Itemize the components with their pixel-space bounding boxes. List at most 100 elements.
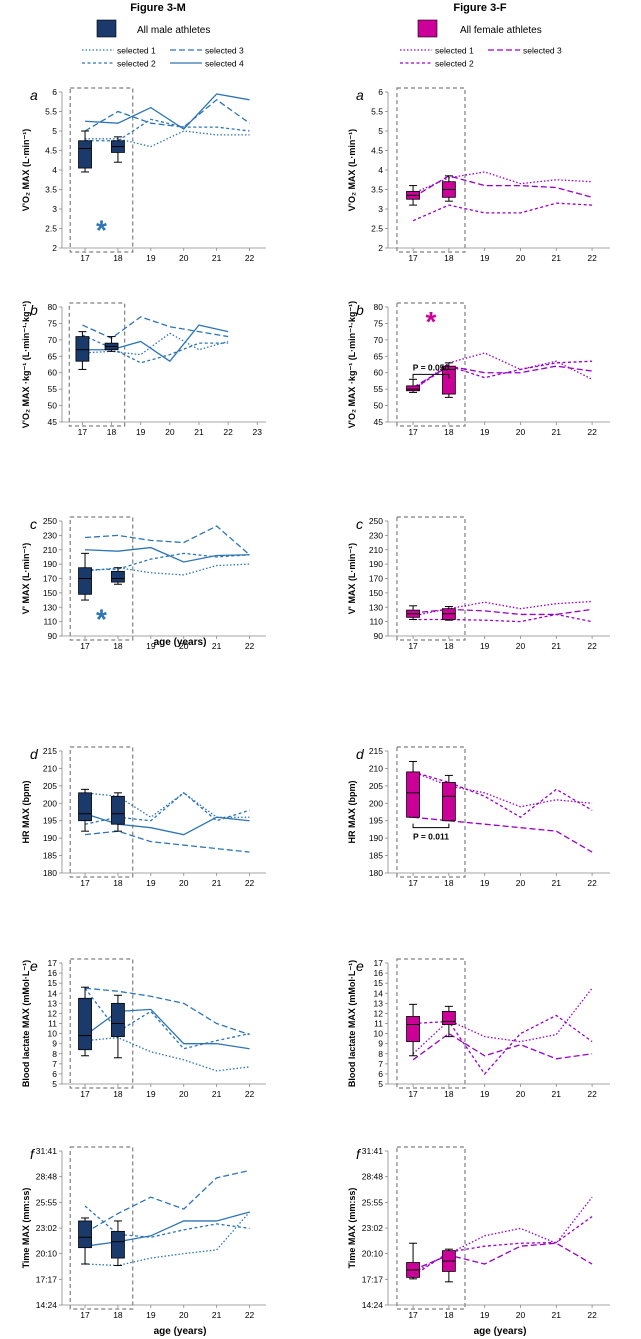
- series-line-Fe-1: [412, 987, 593, 1055]
- panel-Fa: 2 2.5 3 3.5 4 4.5 5 5.5 6 17 18 19 20 21 22 a V'O₂ MAX (…: [347, 87, 610, 263]
- male-x-axis-title-c: age (years): [154, 637, 207, 648]
- panel-Mf: 14:24 17:17 20:10 23:02 25:55 28:48 31:41 17 18 1…: [21, 1146, 266, 1320]
- x-tick-label-Fe: 21: [552, 1089, 562, 1099]
- y-axis-title-Me: Blood lactate MAX (mMol·L⁻¹): [21, 960, 31, 1087]
- y-tick-label-Fb: 70: [374, 335, 384, 345]
- box-body-Mf-1: [78, 1220, 92, 1249]
- box-body-Fd-1: [406, 771, 420, 818]
- x-tick-label-Fb: 21: [552, 427, 562, 437]
- y-tick-label-Fd: 200: [369, 798, 383, 808]
- female-legend-box-label: All female athletes: [460, 25, 542, 36]
- male-legend-box-label: All male athletes: [137, 25, 210, 36]
- significance-star-Mc: *: [96, 603, 107, 634]
- x-tick-label-Fb: 17: [408, 427, 418, 437]
- panel-letter-Fe: e: [356, 958, 364, 974]
- x-tick-label-Mc: 20: [179, 641, 189, 651]
- series-line-Ff-2: [412, 1215, 593, 1277]
- y-tick-label-Ma: 4.5: [45, 146, 57, 156]
- x-tick-label-Md: 17: [80, 878, 90, 888]
- y-tick-label-Fe: 9: [378, 1039, 383, 1049]
- box-body-Me-1: [78, 997, 92, 1051]
- y-axis-title-Ma: V'O₂ MAX (L·min⁻¹): [21, 129, 31, 211]
- series-line-Ma-4: [84, 93, 250, 130]
- y-tick-label-Ma: 6: [52, 87, 57, 97]
- y-tick-label-Ff: 14:24: [362, 1300, 384, 1310]
- x-tick-label-Md: 22: [245, 878, 255, 888]
- panel-Ma: 2 2.5 3 3.5 4 4.5 5 5.5 6 17 18 19 20 21 22 a V'O₂ MAX (…: [21, 87, 266, 263]
- male-legend-box-swatch: [96, 19, 117, 38]
- x-tick-label-Fa: 20: [516, 253, 526, 263]
- female-legend-box-swatch: [417, 19, 438, 38]
- y-tick-label-Mb: 55: [48, 384, 58, 394]
- y-tick-label-Mf: 25:55: [36, 1197, 58, 1207]
- panel-letter-Ff: f: [356, 1146, 362, 1162]
- y-tick-label-Fc: 190: [369, 559, 383, 569]
- panel-letter-Fd: d: [356, 746, 365, 762]
- significance-star-Fb: *: [426, 306, 437, 337]
- series-line-Me-3: [84, 987, 250, 1036]
- series-line-Ma-1: [85, 130, 250, 148]
- y-tick-label-Mc: 210: [43, 545, 57, 555]
- series-line-Mc-2: [85, 552, 250, 571]
- y-tick-label-Fd: 205: [369, 781, 383, 791]
- y-axis-title-Fa: V'O₂ MAX (L·min⁻¹): [347, 129, 357, 211]
- x-tick-label-Mc: 17: [80, 641, 90, 651]
- x-tick-label-Fc: 17: [408, 641, 418, 651]
- p-value-bracket-Fb: [412, 373, 450, 379]
- box-body-Mc-2: [111, 570, 125, 583]
- panel-Fd: 180 185 190 195 200 205 210 215 17 18 19 20 21 22 d HR …: [347, 746, 610, 888]
- x-tick-label-Ff: 19: [480, 1310, 490, 1320]
- y-tick-label-Fd: 215: [369, 746, 383, 756]
- series-line-Mc-3: [84, 525, 250, 556]
- p-value-bracket-Fd: [412, 823, 450, 829]
- series-line-Fe-2: [413, 1014, 593, 1075]
- y-tick-label-Fc: 90: [374, 631, 384, 641]
- y-tick-label-Ma: 2.5: [45, 224, 57, 234]
- y-tick-label-Me: 14: [48, 988, 58, 998]
- panel-letter-Ma: a: [30, 87, 38, 103]
- x-tick-label-Mc: 22: [245, 641, 255, 651]
- y-tick-label-Ff: 28:48: [362, 1172, 384, 1182]
- box-body-Mc-1: [78, 567, 92, 595]
- y-axis-title-Fb: V'O₂ MAX ·kg⁻¹ (L·min⁻¹·kg⁻¹): [347, 301, 357, 428]
- series-line-Mb-2: [82, 334, 229, 364]
- panel-letter-Me: e: [30, 958, 38, 974]
- series-line-Fc-3: [412, 608, 593, 616]
- y-tick-label-Me: 11: [48, 1019, 57, 1029]
- box-body-Mb-1: [75, 336, 90, 362]
- box-body-Md-2: [111, 795, 125, 825]
- female-legend-label-3: selected 2: [435, 59, 474, 69]
- y-tick-label-Fb: 55: [374, 384, 384, 394]
- x-tick-label-Md: 18: [113, 878, 123, 888]
- panel-Mc: 90 110 130 150 170 190 210 230 250 17 18 19 20 21 22 cV…: [21, 516, 266, 651]
- y-tick-label-Me: 5: [52, 1079, 57, 1089]
- highlight-box-Ff: [396, 1146, 466, 1310]
- y-tick-label-Ma: 4: [52, 165, 57, 175]
- panel-letter-Mb: b: [30, 302, 38, 318]
- y-tick-label-Me: 9: [52, 1039, 57, 1049]
- box-body-Fe-1: [406, 1016, 420, 1043]
- female-figure-title: Figure 3-F: [453, 2, 506, 14]
- x-tick-label-Fb: 18: [444, 427, 454, 437]
- series-line-Ma-2: [85, 118, 250, 142]
- y-tick-label-Ff: 31:41: [362, 1146, 384, 1156]
- series-line-Fb-1: [412, 352, 593, 392]
- panel-Ff: 14:24 17:17 20:10 23:02 25:55 28:48 31:41 17 18 1…: [347, 1146, 610, 1320]
- y-tick-label-Fa: 5: [378, 126, 383, 136]
- y-tick-label-Md: 200: [43, 798, 57, 808]
- y-tick-label-Fe: 7: [378, 1059, 383, 1069]
- highlight-box-Fd: [396, 746, 466, 878]
- y-tick-label-Mf: 28:48: [36, 1172, 58, 1182]
- x-tick-label-Mb: 18: [107, 427, 117, 437]
- x-tick-label-Mc: 19: [146, 641, 156, 651]
- x-tick-label-Fe: 22: [587, 1089, 597, 1099]
- x-tick-label-Fc: 20: [516, 641, 526, 651]
- x-tick-label-Mb: 21: [194, 427, 204, 437]
- y-axis-title-Fc: V' MAX (L·min⁻¹): [347, 543, 357, 614]
- y-tick-label-Mc: 150: [43, 588, 57, 598]
- x-tick-label-Fd: 18: [444, 878, 454, 888]
- highlight-box-Me: [69, 958, 134, 1089]
- y-tick-label-Fb: 75: [374, 318, 384, 328]
- y-tick-label-Mb: 45: [48, 417, 58, 427]
